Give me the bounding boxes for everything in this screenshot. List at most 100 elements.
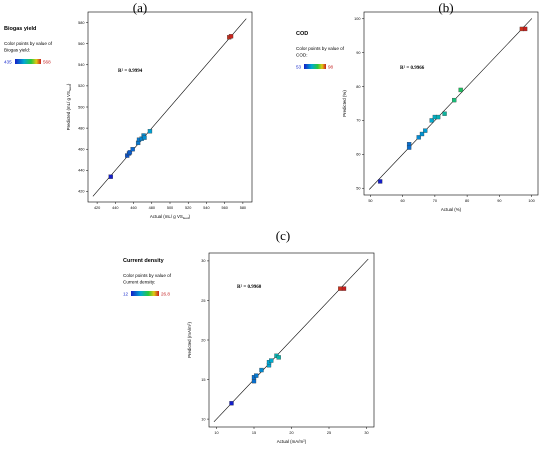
y-axis-label: Predicted (mL/ g VSfeed)	[66, 83, 72, 130]
x-axis-label-end: )	[305, 439, 307, 444]
data-point	[419, 131, 425, 137]
color-scale-bar	[15, 59, 41, 64]
y-axis-label: Predicted (%)	[342, 90, 347, 117]
x-tick-label: 10	[214, 431, 218, 435]
color-max-label: 98	[328, 65, 334, 70]
legend-caption-line: Color points by value of	[123, 273, 172, 278]
x-axis-label: Actual (mL/ g VSfeed)	[150, 214, 191, 220]
y-tick-label: 440	[78, 169, 84, 173]
y-tick-label: 520	[78, 84, 84, 88]
x-tick-label: 460	[130, 206, 136, 210]
x-tick-label: 440	[112, 206, 118, 210]
r-squared-label: R² = 0.9960	[237, 284, 262, 290]
color-max-label: 26.8	[161, 292, 170, 297]
y-tick-label: 90	[356, 51, 360, 55]
data-point	[341, 286, 347, 291]
y-tick-label: 50	[356, 187, 360, 191]
x-tick-label: 20	[289, 431, 293, 435]
y-tick-label: 460	[78, 148, 84, 152]
data-point	[142, 135, 147, 140]
panel-title: (a)	[133, 0, 147, 15]
data-point	[130, 147, 135, 152]
data-point	[338, 286, 343, 291]
y-tick-label: 480	[78, 126, 84, 130]
r-squared-label: R² = 0.9966	[400, 65, 425, 71]
y-tick-label: 420	[78, 190, 84, 194]
panel-title: (b)	[438, 0, 453, 15]
y-tick-label: 100	[354, 17, 360, 21]
color-min-label: 435	[4, 60, 12, 65]
series-title: Biogas yield	[4, 26, 36, 32]
data-point	[423, 128, 428, 133]
x-tick-label: 520	[185, 206, 191, 210]
data-point	[108, 174, 113, 179]
x-axis-label: Actual (%)	[441, 207, 462, 212]
legend-caption-line: Current density:	[123, 280, 155, 285]
legend-caption-line: Biogas yield:	[4, 48, 30, 53]
x-tick-label: 500	[167, 206, 173, 210]
data-point	[406, 145, 412, 150]
data-point	[452, 97, 457, 103]
plot-frame	[363, 11, 539, 196]
x-tick-label: 70	[433, 199, 437, 203]
y-axis-label-end: )	[66, 83, 71, 85]
x-axis-label-sub: feed	[183, 216, 189, 220]
x-axis-label-text: Actual (mL/ g VS	[150, 214, 183, 219]
y-tick-label: 30	[201, 259, 205, 263]
y-tick-label: 80	[356, 85, 360, 89]
x-axis-label: Actual (mA/m2)	[277, 439, 307, 445]
x-tick-label: 80	[465, 199, 469, 203]
x-tick-label: 540	[203, 206, 209, 210]
x-axis-label-text: Actual (%)	[441, 207, 462, 212]
y-tick-label: 15	[201, 378, 205, 382]
x-tick-label: 50	[368, 199, 372, 203]
data-point	[251, 378, 257, 384]
identity-line	[92, 18, 247, 197]
y-axis-label-sub: feed	[68, 85, 72, 91]
data-point	[442, 111, 447, 116]
x-tick-label: 90	[497, 199, 501, 203]
data-point	[254, 373, 259, 378]
color-scale-bar	[304, 64, 326, 69]
y-tick-label: 500	[78, 105, 84, 109]
data-point	[229, 401, 234, 406]
color-max-label: 568	[43, 60, 51, 65]
y-axis-label-end: )	[187, 322, 192, 324]
x-axis-label-sup: 2	[303, 439, 305, 443]
y-tick-label: 70	[356, 119, 360, 123]
data-point	[127, 150, 133, 155]
panel-1: (a) Biogas yield Color points by value of B…	[4, 0, 253, 220]
legend-caption-line: Color points by value of	[4, 41, 53, 46]
data-point	[416, 135, 421, 140]
data-point	[276, 355, 281, 360]
y-axis-label-text: Predicted (mA/m	[187, 325, 192, 358]
y-tick-label: 20	[201, 338, 205, 342]
y-tick-label: 25	[201, 299, 205, 303]
x-tick-label: 25	[327, 431, 331, 435]
color-min-label: 53	[296, 65, 302, 70]
y-axis-label-text: Predicted (%)	[342, 90, 347, 117]
data-point	[522, 26, 528, 32]
color-scale-bar	[131, 291, 159, 296]
x-tick-label: 560	[221, 206, 227, 210]
x-tick-label: 480	[149, 206, 155, 210]
data-point	[147, 129, 153, 134]
identity-line	[369, 18, 533, 190]
panel-2: (b) COD Color points by value of COD: 53 98 50…	[296, 0, 539, 212]
x-tick-label: 420	[94, 206, 100, 210]
x-tick-label: 30	[364, 431, 368, 435]
panel-3: (c) Current density Color points by value …	[123, 228, 375, 445]
panel-title: (c)	[276, 228, 290, 243]
r-squared-label: R² = 0.9994	[118, 68, 143, 74]
data-point	[269, 358, 274, 363]
data-point	[377, 179, 383, 184]
y-axis-label-text: Predicted (mL/ g VS	[66, 91, 71, 130]
legend-caption-line: Color points by value of	[296, 46, 345, 51]
identity-line	[213, 258, 369, 422]
legend-caption-line: COD:	[296, 53, 307, 58]
y-tick-label: 60	[356, 153, 360, 157]
y-tick-label: 540	[78, 63, 84, 67]
data-point	[259, 367, 264, 373]
x-tick-label: 15	[252, 431, 256, 435]
